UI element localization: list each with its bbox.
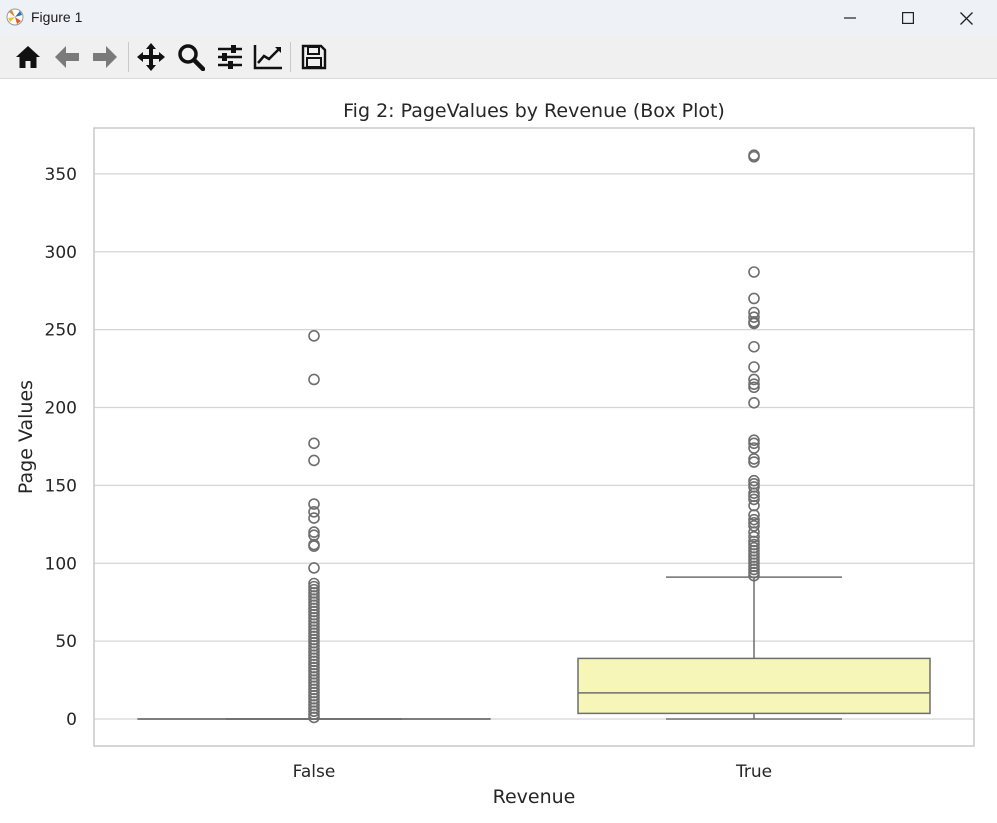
grid-lines — [94, 174, 974, 719]
x-tick-label: True — [735, 762, 772, 782]
window-title: Figure 1 — [31, 9, 82, 25]
y-tick-label: 150 — [45, 476, 77, 496]
outlier-point — [749, 398, 759, 408]
minimize-button[interactable] — [821, 0, 879, 36]
y-tick-label: 200 — [45, 399, 77, 419]
toolbar-separator — [290, 42, 291, 72]
box-group-true — [578, 150, 930, 719]
x-tick-label: False — [293, 762, 336, 782]
home-icon — [15, 45, 41, 69]
maximize-icon — [902, 12, 914, 24]
close-icon — [960, 12, 973, 25]
arrow-right-icon — [92, 45, 118, 69]
sliders-icon — [217, 44, 243, 70]
outlier-point — [309, 331, 319, 341]
back-button[interactable] — [50, 40, 84, 74]
forward-button[interactable] — [88, 40, 122, 74]
outlier-point — [749, 293, 759, 303]
figure-canvas[interactable]: 0 50 100 150 200 250 300 350 False True Fig 2: Pa… — [0, 79, 997, 819]
zoom-button[interactable] — [174, 40, 208, 74]
outlier-point — [749, 362, 759, 372]
minimize-icon — [844, 12, 856, 24]
window-titlebar: Figure 1 — [0, 0, 997, 36]
outlier-point — [749, 501, 759, 511]
edit-axis-button[interactable] — [251, 40, 285, 74]
chart-title: Fig 2: PageValues by Revenue (Box Plot) — [343, 100, 725, 122]
outlier-point — [309, 438, 319, 448]
configure-subplots-button[interactable] — [213, 40, 247, 74]
plot-frame — [94, 128, 974, 746]
line-chart-icon — [253, 44, 283, 70]
magnifier-icon — [177, 43, 205, 71]
box-group-false — [138, 331, 490, 723]
x-axis-label: Revenue — [493, 786, 576, 808]
pan-button[interactable] — [134, 40, 168, 74]
maximize-button[interactable] — [879, 0, 937, 36]
box-iqr — [578, 658, 930, 713]
outlier-point — [309, 374, 319, 384]
outlier-point — [309, 563, 319, 573]
boxes — [138, 150, 930, 722]
y-tick-label: 350 — [45, 165, 77, 185]
save-button[interactable] — [297, 40, 331, 74]
box-plot-chart: 0 50 100 150 200 250 300 350 False True Fig 2: Pa… — [0, 79, 997, 819]
outlier-point — [309, 513, 319, 523]
close-button[interactable] — [937, 0, 995, 36]
toolbar-separator — [128, 42, 129, 72]
matplotlib-icon — [6, 8, 24, 26]
move-icon — [137, 43, 165, 71]
outlier-point — [749, 267, 759, 277]
y-tick-label: 50 — [55, 632, 77, 652]
arrow-left-icon — [54, 45, 80, 69]
floppy-disk-icon — [301, 44, 327, 70]
y-tick-label: 100 — [45, 554, 77, 574]
y-tick-label: 0 — [66, 710, 77, 730]
y-tick-label: 300 — [45, 243, 77, 263]
navigation-toolbar — [0, 36, 997, 79]
outlier-point — [749, 342, 759, 352]
outlier-point — [309, 455, 319, 465]
home-button[interactable] — [11, 40, 45, 74]
y-axis-label: Page Values — [15, 380, 37, 494]
y-tick-label: 250 — [45, 321, 77, 341]
